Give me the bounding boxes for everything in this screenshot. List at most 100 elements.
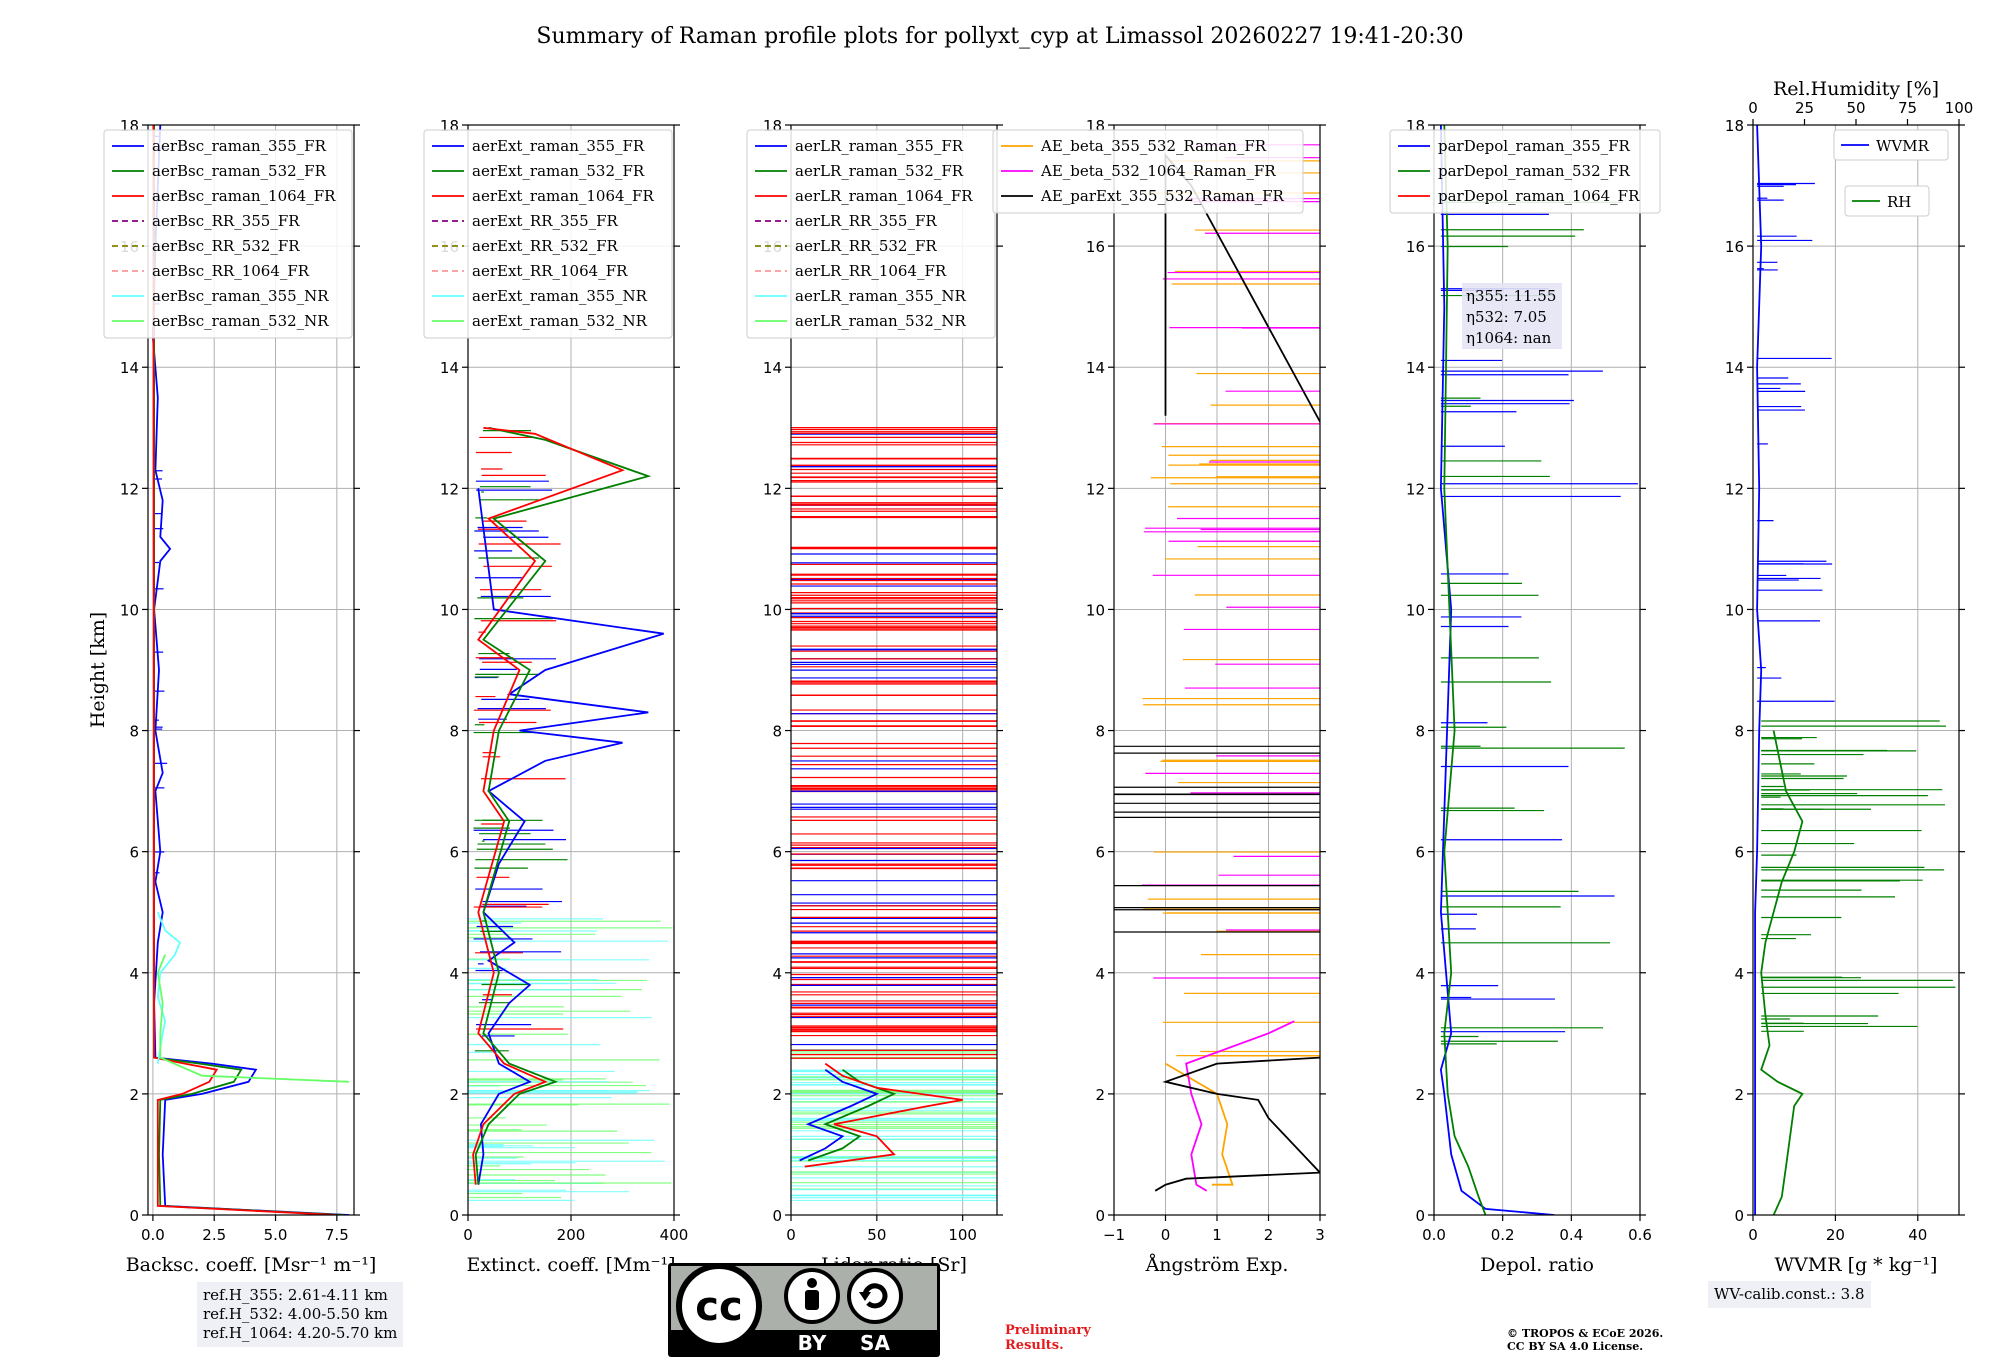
legend-label: aerBsc_raman_355_NR [152, 287, 329, 305]
top-tick-label: 100 [1945, 99, 1974, 117]
y-tick-label: 12 [440, 480, 459, 498]
x-tick-label: 200 [557, 1226, 586, 1244]
x-axis-label: WVMR [g * kg⁻¹] [1775, 1254, 1938, 1276]
axes-frame [790, 124, 998, 1216]
y-axis-label: Height [km] [87, 612, 109, 728]
series-line-parDepol_raman_532_FR [1443, 125, 1487, 1215]
x-tick-label: 0.0 [141, 1226, 165, 1244]
legend-rh: RH [1844, 185, 1930, 217]
x-tick-label: 0.0 [1422, 1226, 1446, 1244]
y-tick-label: 10 [1086, 601, 1105, 619]
legend-label: aerBsc_raman_532_NR [152, 312, 329, 330]
x-tick-label: 3 [1315, 1226, 1325, 1244]
x-tick-label: 100 [948, 1226, 977, 1244]
y-tick-label: 14 [763, 359, 782, 377]
y-tick-label: 4 [1734, 965, 1744, 983]
y-tick-label: 2 [129, 1086, 139, 1104]
series-line-AE_beta_355_532_Raman_FR [1165, 1062, 1234, 1186]
legend-label: aerExt_raman_355_FR [472, 137, 645, 155]
y-tick-label: 6 [129, 844, 139, 862]
data-layer-ext [468, 426, 673, 1202]
axes-frame [147, 124, 355, 1216]
legend-box [992, 129, 1304, 214]
axes-frame [1752, 124, 1960, 1216]
x-tick-label: 2.5 [202, 1226, 226, 1244]
top-tick-label: 75 [1898, 99, 1917, 117]
legend-label: aerExt_RR_355_FR [472, 212, 619, 230]
refh-532: ref.H_532: 4.00-5.50 km [203, 1305, 388, 1323]
preliminary-note: Preliminary Results. [1005, 1323, 1091, 1353]
x-tick-label: 5.0 [264, 1226, 288, 1244]
y-tick-label: 12 [1725, 480, 1744, 498]
y-tick-label: 10 [763, 601, 782, 619]
refh-1064: ref.H_1064: 4.20-5.70 km [203, 1324, 398, 1342]
y-tick-label: 6 [772, 844, 782, 862]
x-tick-label: 400 [660, 1226, 689, 1244]
y-tick-label: 0 [1415, 1207, 1425, 1225]
series-line-aerExt_raman_1064_FR [472, 426, 625, 1185]
cc-license-badge: cc BY SA [668, 1263, 940, 1357]
sa-share-alike-icon [847, 1268, 903, 1324]
legend-label: aerBsc_RR_1064_FR [152, 262, 310, 280]
x-tick-label: 0 [1161, 1226, 1171, 1244]
y-tick-label: 2 [772, 1086, 782, 1104]
x-tick-label: 2 [1264, 1226, 1274, 1244]
wv-calib-const: WV-calib.const.: 3.8 [1714, 1285, 1865, 1303]
top-tick-label: 0 [1748, 99, 1758, 117]
series-line-AE_parExt_355_532_Raman_FR [1154, 1056, 1320, 1192]
y-tick-label: 14 [120, 359, 139, 377]
legend-box [423, 129, 673, 339]
svg-text:cc: cc [695, 1284, 742, 1330]
x-axis-label: Depol. ratio [1480, 1254, 1594, 1276]
series-line-aerBsc_raman_532_FR [153, 125, 345, 1215]
axes-frame [1433, 124, 1641, 1216]
legend-label: aerLR_RR_532_FR [795, 237, 937, 255]
y-tick-label: 8 [129, 723, 139, 741]
legend-label: AE_beta_532_1064_Raman_FR [1040, 162, 1276, 180]
x-axis-label: Extinct. coeff. [Mm⁻¹] [466, 1254, 675, 1276]
series-line-aerBsc_raman_532_NR [156, 954, 350, 1083]
legend-label: aerLR_raman_532_FR [795, 162, 964, 180]
legend-label: aerExt_RR_1064_FR [472, 262, 628, 280]
cc-logo-icon [676, 1263, 762, 1349]
legend-label: aerLR_RR_1064_FR [795, 262, 947, 280]
y-tick-label: 12 [763, 480, 782, 498]
x-tick-label: 7.5 [325, 1226, 349, 1244]
x-tick-label: 0.4 [1559, 1226, 1583, 1244]
legend-label: parDepol_raman_532_FR [1438, 162, 1631, 180]
legend-label: aerLR_raman_355_NR [795, 287, 966, 305]
data-layer-lr [791, 426, 997, 1202]
legend-box [103, 129, 353, 339]
legend-box [1389, 129, 1661, 214]
x-axis-label: Backsc. coeff. [Msr⁻¹ m⁻¹] [126, 1254, 377, 1276]
legend-depol: parDepol_raman_355_FR parDepol_raman_532_… [1389, 129, 1661, 214]
legend-label: WVMR [1876, 137, 1930, 155]
y-tick-label: 2 [449, 1086, 459, 1104]
series-line-RH [1760, 730, 1804, 1215]
legend-ae: AE_beta_355_532_Raman_FR AE_beta_532_1064… [992, 129, 1304, 214]
x-tick-label: 50 [867, 1226, 886, 1244]
legend-label: aerExt_raman_532_FR [472, 162, 645, 180]
series-line-aerLR_raman_1064_FR [804, 1062, 963, 1168]
y-tick-label: 16 [1725, 238, 1744, 256]
y-tick-label: 10 [120, 601, 139, 619]
y-tick-label: 8 [1415, 723, 1425, 741]
x-axis-label: Ångström Exp. [1145, 1254, 1289, 1276]
series-line-aerLR_raman_355_FR [799, 1068, 880, 1162]
y-tick-label: 14 [1725, 359, 1744, 377]
figure-title: Summary of Raman profile plots for polly… [536, 24, 1463, 49]
legend-label: aerBsc_raman_532_FR [152, 162, 327, 180]
x-tick-label: 0 [463, 1226, 473, 1244]
eta-value: η1064: nan [1466, 329, 1552, 347]
top-tick-label: 25 [1795, 99, 1814, 117]
y-tick-label: 12 [1086, 480, 1105, 498]
data-layer-wv [1754, 125, 1956, 1215]
y-tick-label: 14 [440, 359, 459, 377]
y-tick-label: 8 [449, 723, 459, 741]
y-tick-label: 0 [129, 1207, 139, 1225]
refh-355: ref.H_355: 2.61-4.11 km [203, 1286, 388, 1304]
x-tick-label: 0 [786, 1226, 796, 1244]
